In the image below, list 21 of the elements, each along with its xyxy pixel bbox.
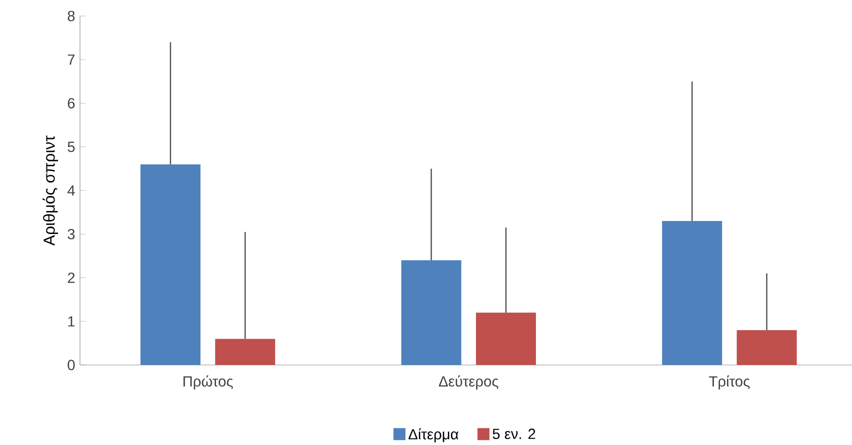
y-tick-label: 3: [68, 228, 75, 240]
legend-label: 5 εν. 2: [492, 428, 536, 440]
y-tick-label: 1: [68, 316, 75, 326]
y-tick-label: 2: [68, 272, 75, 283]
y-tick-label: 4: [67, 185, 75, 196]
y-tick-label: 7: [68, 54, 75, 65]
legend-label: Δίτερμα: [408, 428, 458, 442]
bar: [140, 164, 200, 365]
y-tick-label: 8: [68, 10, 75, 22]
bar: [215, 338, 276, 365]
x-tick-label: Τρίτος: [709, 375, 750, 390]
y-axis-title: Αριθμός σπριντ: [42, 135, 58, 246]
bar: [401, 260, 462, 365]
y-tick-label: 5: [68, 142, 75, 152]
bar: [662, 221, 722, 365]
x-tick-label: Πρώτος: [184, 375, 233, 390]
bar: [476, 312, 536, 365]
y-tick-label: 6: [68, 98, 75, 108]
x-tick-label: Δεύτερος: [438, 375, 498, 390]
bar: [736, 330, 797, 365]
y-tick-label: 0: [68, 360, 75, 370]
